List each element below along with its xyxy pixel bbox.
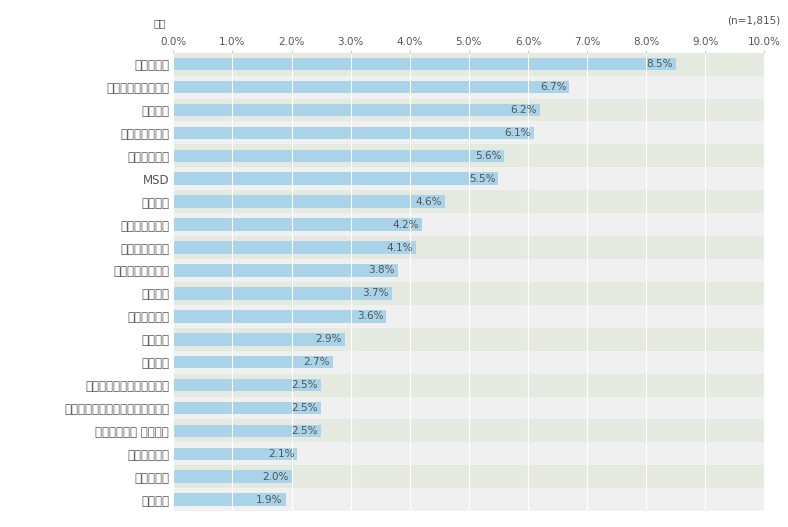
Bar xyxy=(173,305,764,328)
Bar xyxy=(173,465,764,488)
Bar xyxy=(173,396,764,419)
Text: 2.0%: 2.0% xyxy=(262,472,288,482)
Text: 1.9%: 1.9% xyxy=(256,495,283,505)
Text: 2.9%: 2.9% xyxy=(315,334,342,344)
Bar xyxy=(173,447,298,460)
Text: 3.7%: 3.7% xyxy=(362,288,389,298)
Text: 6.1%: 6.1% xyxy=(504,128,531,138)
Bar xyxy=(173,75,764,99)
Bar xyxy=(173,81,569,93)
Bar xyxy=(173,493,285,506)
Text: 3.6%: 3.6% xyxy=(357,311,383,321)
Bar xyxy=(173,442,764,465)
Bar xyxy=(173,419,764,442)
Bar xyxy=(173,402,322,414)
Bar xyxy=(173,333,344,346)
Text: 6.2%: 6.2% xyxy=(511,105,537,115)
Bar xyxy=(173,259,764,282)
Bar xyxy=(173,328,764,351)
Bar xyxy=(173,196,445,208)
Bar xyxy=(173,241,415,254)
Text: 6.7%: 6.7% xyxy=(540,82,567,92)
Bar xyxy=(173,172,498,185)
Bar xyxy=(173,58,675,71)
Bar xyxy=(173,104,540,116)
Text: 4.1%: 4.1% xyxy=(386,242,413,252)
Text: 2.1%: 2.1% xyxy=(268,449,295,459)
Text: 4.2%: 4.2% xyxy=(392,220,418,230)
Text: 5.6%: 5.6% xyxy=(475,151,501,161)
Text: 2.7%: 2.7% xyxy=(303,357,330,367)
Bar xyxy=(173,264,398,277)
Bar xyxy=(173,167,764,190)
Text: 2.5%: 2.5% xyxy=(292,426,318,436)
Bar xyxy=(173,351,764,374)
Bar xyxy=(173,282,764,305)
Bar xyxy=(173,287,392,300)
Text: 8.5%: 8.5% xyxy=(646,59,673,69)
Text: 5.5%: 5.5% xyxy=(469,174,496,184)
Bar xyxy=(173,488,764,511)
Bar xyxy=(173,236,764,259)
Bar xyxy=(173,425,322,437)
Bar xyxy=(173,213,764,236)
Bar xyxy=(173,144,764,168)
Text: 3.8%: 3.8% xyxy=(369,266,395,276)
Text: 2.5%: 2.5% xyxy=(292,403,318,413)
Bar xyxy=(173,218,422,231)
Bar xyxy=(173,471,292,483)
Bar xyxy=(173,379,322,392)
Text: 4.6%: 4.6% xyxy=(416,197,442,207)
Text: 企業: 企業 xyxy=(154,18,166,28)
Text: 2.5%: 2.5% xyxy=(292,380,318,390)
Bar xyxy=(173,190,764,213)
Text: (n=1,815): (n=1,815) xyxy=(727,16,780,26)
Bar xyxy=(173,310,386,323)
Bar xyxy=(173,126,534,139)
Bar xyxy=(173,356,333,368)
Bar xyxy=(173,99,764,121)
Bar xyxy=(173,150,504,162)
Bar xyxy=(173,121,764,144)
Bar xyxy=(173,374,764,396)
Bar xyxy=(173,53,764,75)
